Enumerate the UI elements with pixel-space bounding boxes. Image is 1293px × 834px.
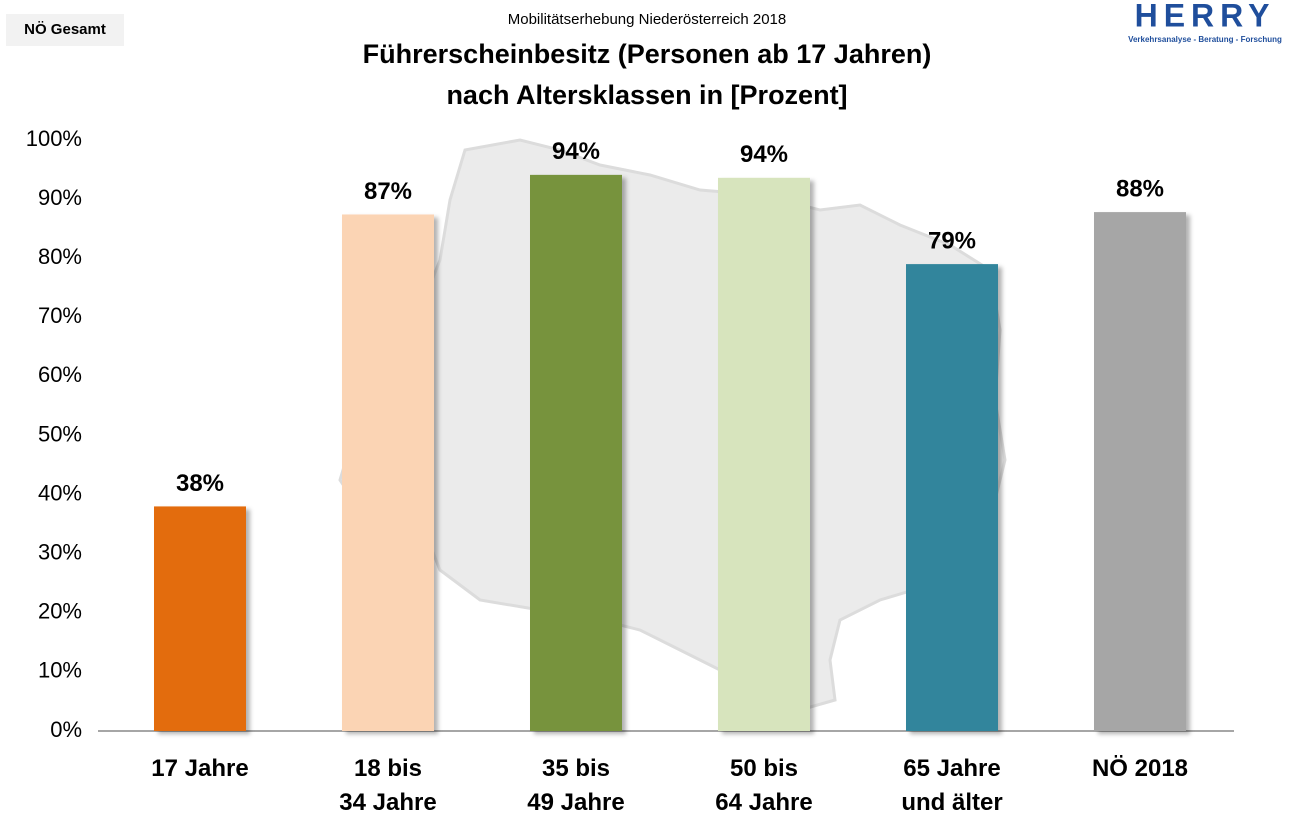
x-tick-label-line: 17 Jahre <box>151 755 248 782</box>
subtitle: Mobilitätserhebung Niederösterreich 2018 <box>508 11 787 28</box>
bar <box>1094 212 1186 732</box>
bar <box>154 506 246 731</box>
x-tick-label-line: 34 Jahre <box>339 789 436 816</box>
y-tick-label: 0% <box>50 717 82 742</box>
x-tick-label: NÖ 2018 <box>1092 755 1188 782</box>
x-tick-label-line: 49 Jahre <box>527 789 624 816</box>
y-tick-label: 70% <box>38 303 82 328</box>
x-tick-label: 17 Jahre <box>151 755 248 782</box>
background-map <box>338 138 1007 712</box>
y-tick-label: 60% <box>38 362 82 387</box>
x-tick-label: 50 bis 64 Jahre <box>715 755 812 816</box>
bar <box>530 174 622 731</box>
x-tick-label-line: und älter <box>901 789 1002 816</box>
value-label: 79% <box>928 227 976 254</box>
logo-tagline: Verkehrsanalyse - Beratung - Forschung <box>1128 35 1282 44</box>
value-label: 94% <box>740 141 788 168</box>
logo: HERRY <box>1135 0 1276 33</box>
y-tick-label: 100% <box>26 126 82 151</box>
x-tick-label-line: 64 Jahre <box>715 789 812 816</box>
bar <box>906 264 998 731</box>
chart-title: nach Altersklassen in [Prozent] <box>446 80 847 110</box>
badge: NÖ Gesamt <box>24 21 106 38</box>
x-tick-label: 35 bis 49 Jahre <box>527 755 624 816</box>
x-tick-label-line: 65 Jahre <box>903 755 1000 782</box>
y-tick-label: 50% <box>38 421 82 446</box>
x-tick-label-line: 50 bis <box>730 755 798 782</box>
y-tick-label: 80% <box>38 244 82 269</box>
value-label: 88% <box>1116 175 1164 202</box>
value-label: 94% <box>552 138 600 165</box>
x-tick-label-line: NÖ 2018 <box>1092 755 1188 782</box>
chart-title: Führerscheinbesitz (Personen ab 17 Jahre… <box>363 39 932 69</box>
y-tick-label: 10% <box>38 658 82 683</box>
y-tick-label: 90% <box>38 185 82 210</box>
bar <box>718 177 810 732</box>
y-tick-label: 30% <box>38 540 82 565</box>
x-tick-label-line: 35 bis <box>542 755 610 782</box>
x-tick-label-line: 18 bis <box>354 755 422 782</box>
y-tick-label: 40% <box>38 480 82 505</box>
x-tick-label: 18 bis 34 Jahre <box>339 755 436 816</box>
y-tick-label: 20% <box>38 599 82 624</box>
value-label: 38% <box>176 470 224 497</box>
x-tick-label: 65 Jahre und älter <box>901 755 1002 816</box>
badge-box <box>6 14 124 46</box>
value-label: 87% <box>364 178 412 205</box>
bar <box>342 214 434 731</box>
